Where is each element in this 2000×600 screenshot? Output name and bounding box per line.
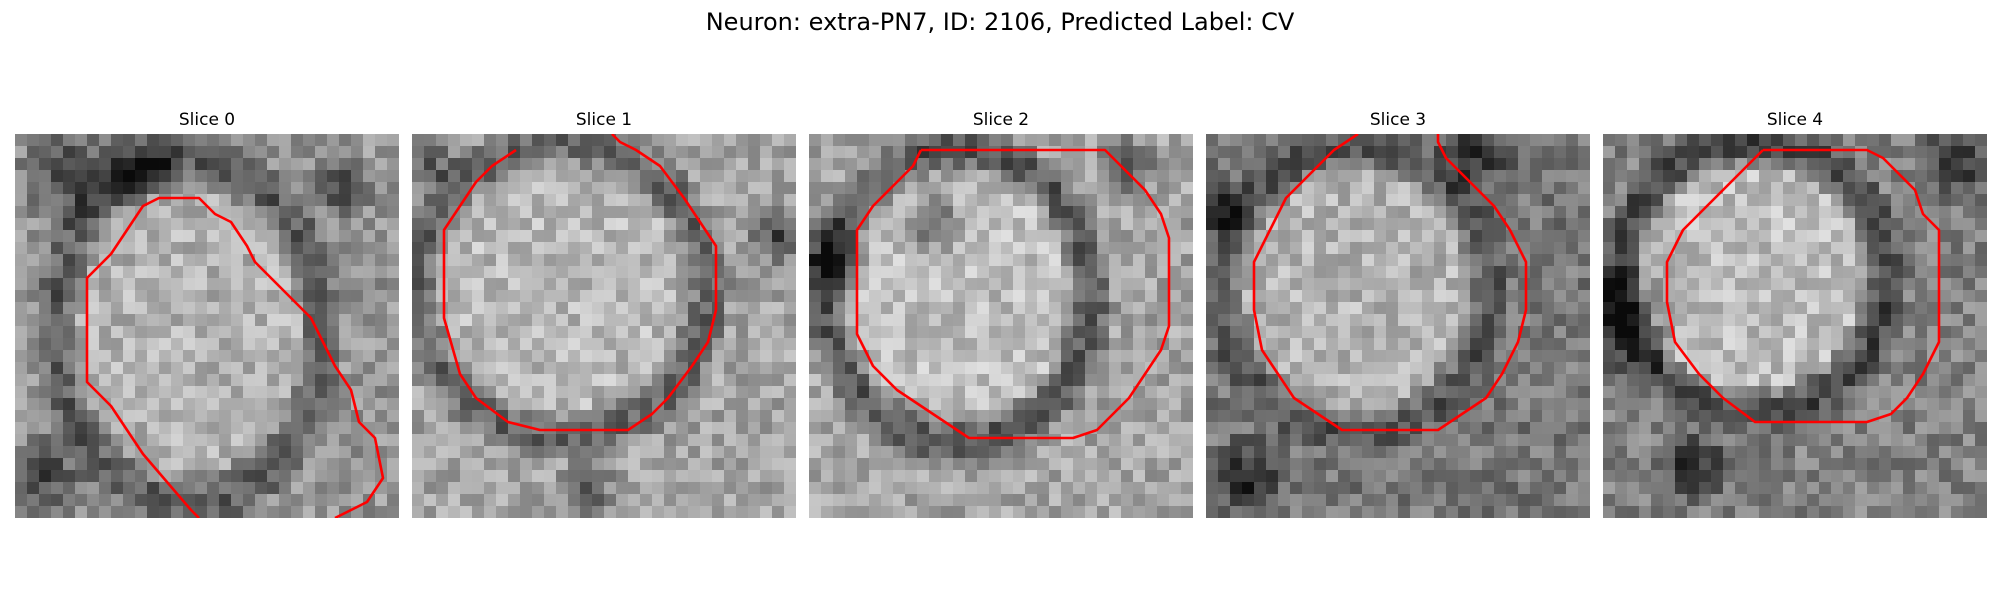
slice-image-0-svg	[15, 134, 399, 518]
slice-image-3	[1206, 134, 1590, 518]
contour-0	[85, 196, 385, 518]
slice-image-0	[15, 134, 399, 518]
contour-2	[855, 148, 1171, 440]
slice-image-1-svg	[412, 134, 796, 518]
slice-title-4: Slice 4	[1766, 110, 1824, 130]
figure-title: Neuron: extra-PN7, ID: 2106, Predicted L…	[705, 8, 1295, 36]
slice-image-4-svg	[1603, 134, 1987, 518]
contour-4	[1665, 148, 1941, 424]
slice-image-3-svg	[1206, 134, 1590, 518]
pixel-grid-0	[15, 134, 399, 518]
slice-title-0: Slice 0	[178, 110, 236, 130]
pixel-grid-1	[412, 134, 796, 518]
pixel-grid-3	[1206, 134, 1590, 518]
contour-1	[442, 134, 718, 432]
slice-image-1	[412, 134, 796, 518]
slice-title-2: Slice 2	[972, 110, 1030, 130]
slice-image-2	[809, 134, 1193, 518]
slice-title-3: Slice 3	[1369, 110, 1427, 130]
slice-title-1: Slice 1	[575, 110, 633, 130]
pixel-grid-4	[1603, 134, 1987, 518]
slice-image-4	[1603, 134, 1987, 518]
contour-3	[1252, 134, 1528, 432]
pixel-grid-2	[809, 134, 1193, 518]
slice-image-2-svg	[809, 134, 1193, 518]
